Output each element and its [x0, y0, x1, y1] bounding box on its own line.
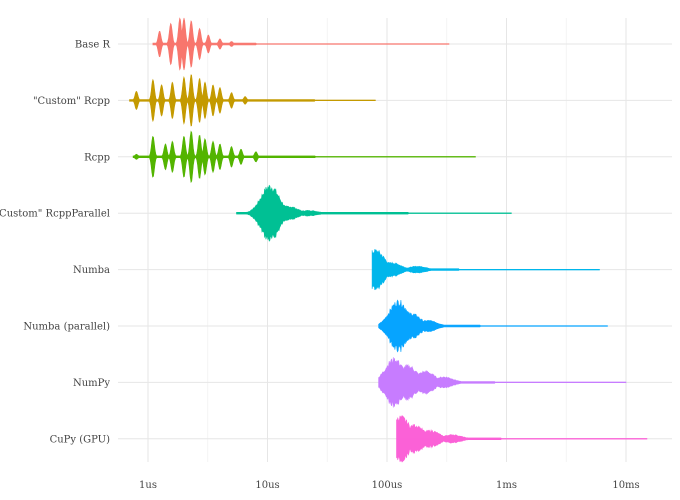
y-category-label: CuPy (GPU)	[50, 434, 111, 445]
x-axis-labels: 1us 10us 100us 1ms 10ms	[139, 480, 640, 491]
x-tick-label: 1ms	[496, 480, 517, 491]
y-category-label: Base R	[75, 40, 111, 51]
y-axis-labels: Base R "Custom" Rcpp Rcpp "Custom" RcppPara…	[0, 40, 110, 446]
x-tick-label: 1us	[139, 480, 157, 491]
y-category-label: Numba (parallel)	[23, 322, 110, 333]
x-tick-label: 10us	[255, 480, 279, 491]
y-category-label: "Custom" Rcpp	[33, 96, 110, 107]
y-category-label: Rcpp	[84, 152, 110, 163]
x-tick-label: 10ms	[612, 480, 639, 491]
x-tick-label: 100us	[372, 480, 403, 491]
y-category-label: Numba	[73, 265, 110, 276]
y-category-label: "Custom" RcppParallel	[0, 209, 110, 220]
y-category-label: NumPy	[73, 378, 110, 389]
violin-layer	[129, 17, 648, 463]
